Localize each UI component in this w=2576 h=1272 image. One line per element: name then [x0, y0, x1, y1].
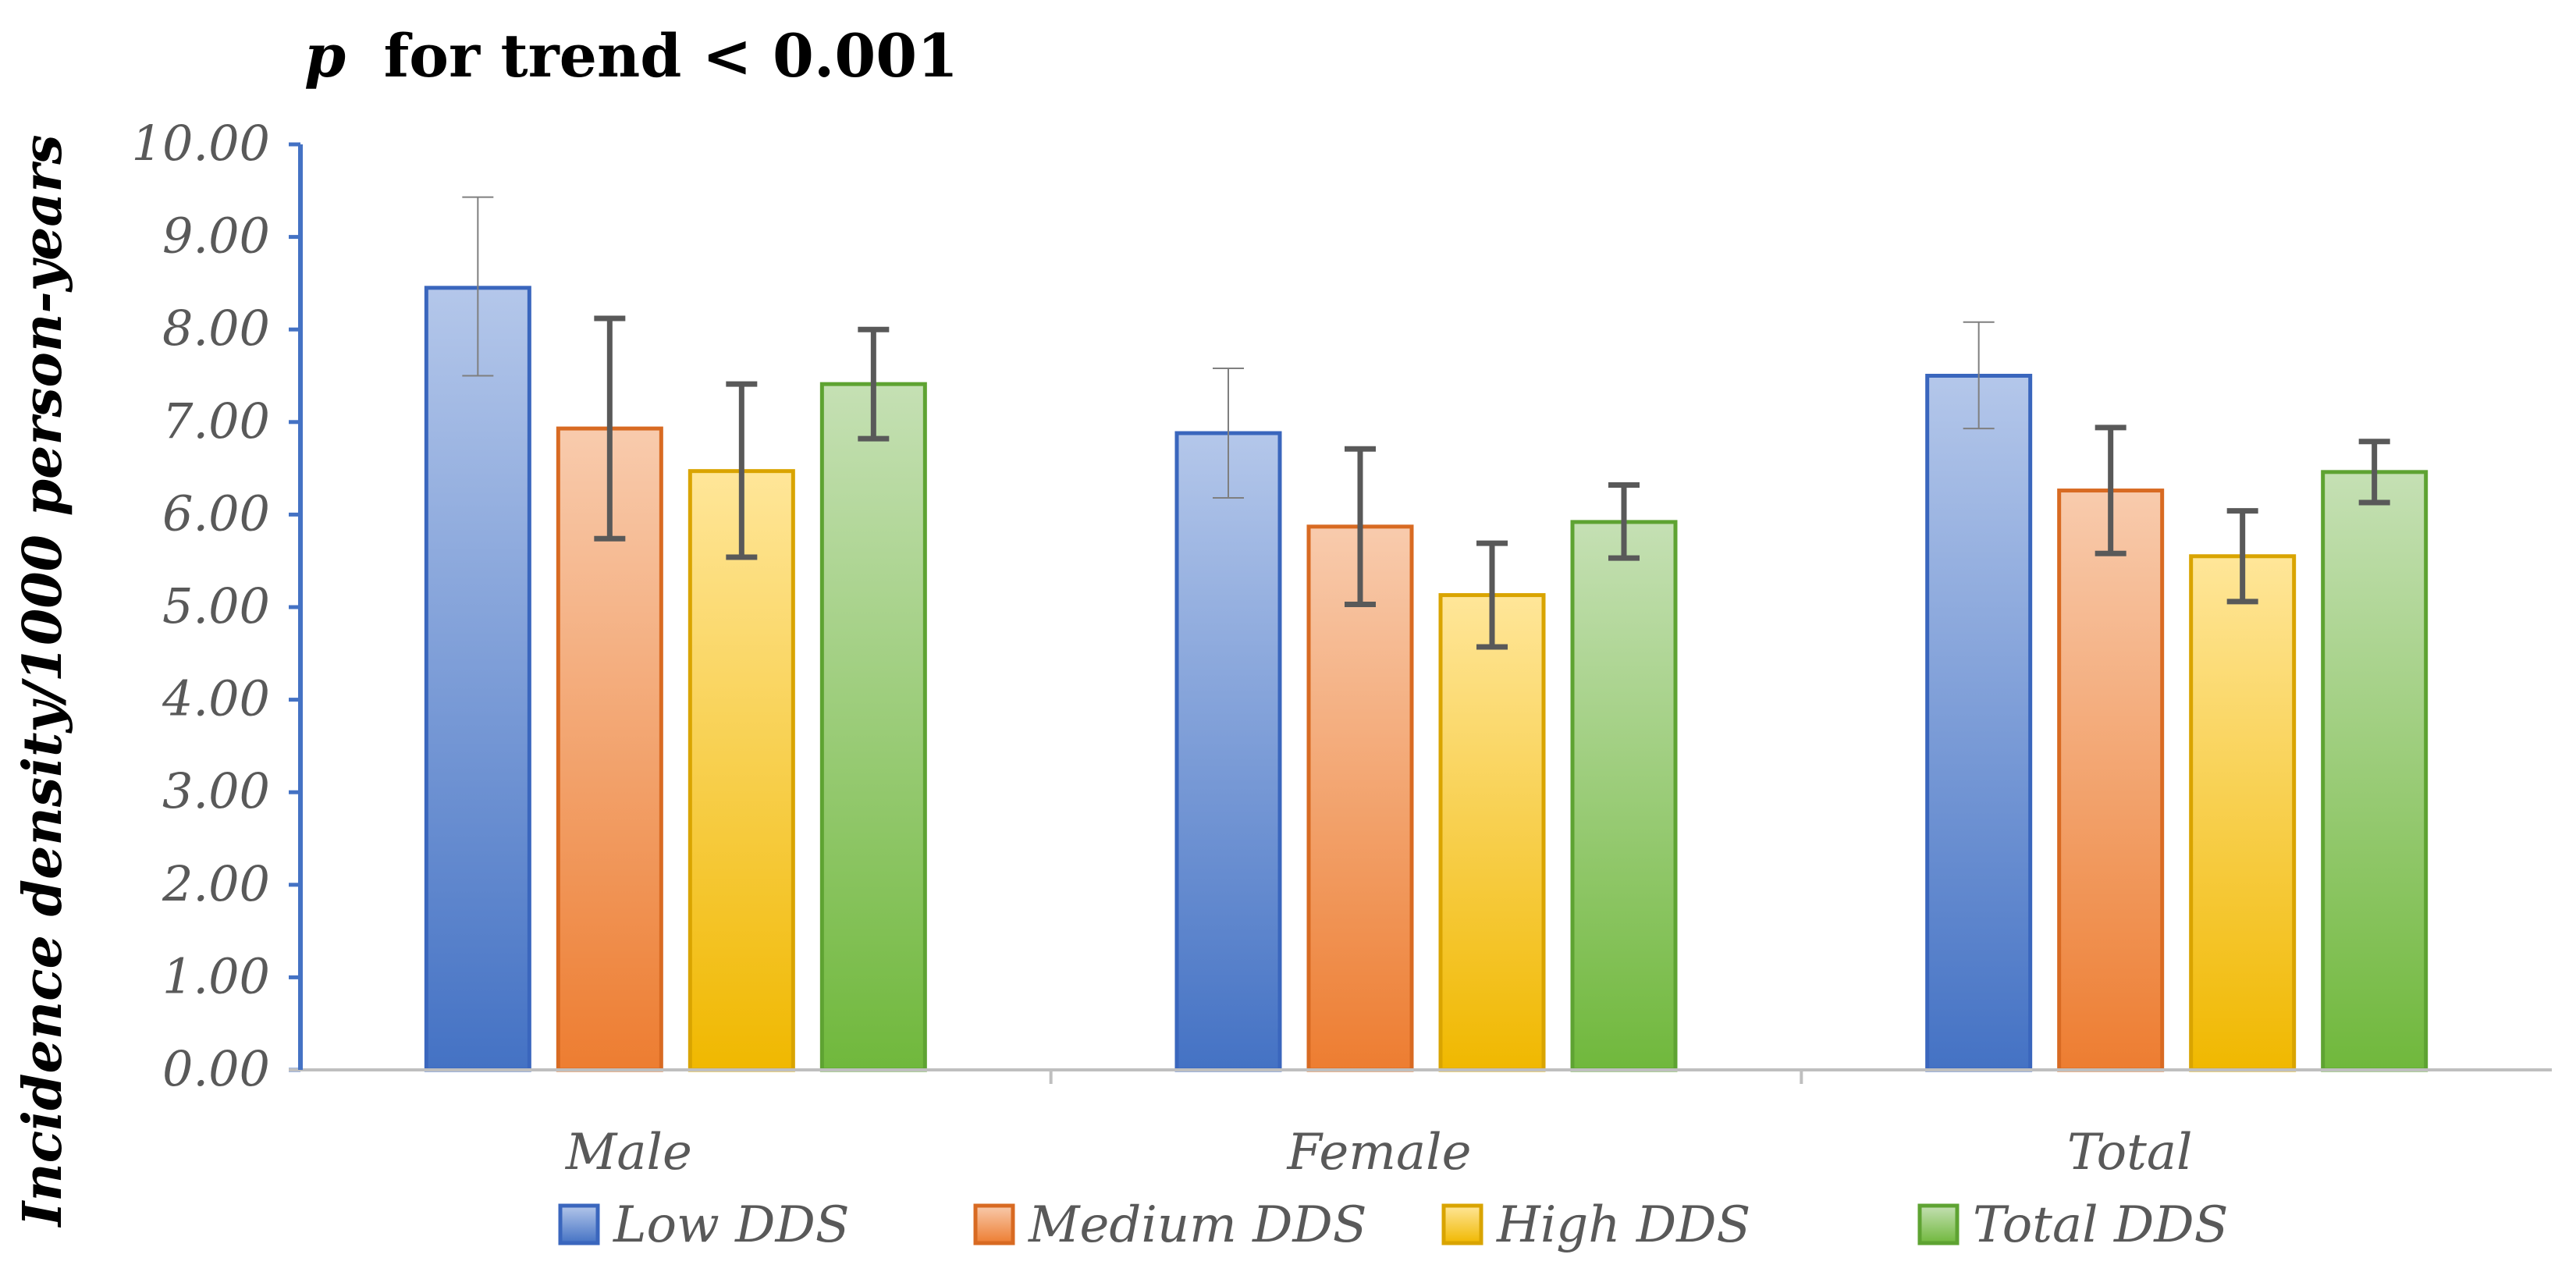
y-tick-label: 10.00	[132, 115, 271, 172]
title-p-symbol: p	[304, 21, 346, 91]
y-tick-label: 2.00	[162, 855, 270, 912]
legend-swatch-total-dds	[1917, 1203, 1960, 1245]
category-label-total: Total	[2067, 1124, 2193, 1181]
bar-high-dds-female	[1438, 593, 1546, 1072]
y-tick-label: 7.00	[162, 393, 270, 449]
legend: Low DDS Medium DDS High DDS Total DDS	[558, 1196, 2228, 1254]
legend-label-high-dds: High DDS	[1496, 1196, 1750, 1254]
y-axis-label: Incidence density/1000 person-years	[12, 134, 74, 1228]
bar-high-dds-total	[2189, 554, 2297, 1072]
category-label-female: Female	[1287, 1124, 1472, 1181]
bar-total-dds-male	[819, 382, 927, 1072]
y-tick-label: 1.00	[162, 947, 270, 1004]
bar-low-dds-female	[1174, 431, 1282, 1072]
bar-total-dds-total	[2321, 470, 2429, 1072]
y-tick-label: 3.00	[162, 762, 270, 819]
bar-medium-dds-total	[2057, 489, 2165, 1072]
legend-label-total-dds: Total DDS	[1973, 1196, 2228, 1254]
legend-swatch-medium-dds	[973, 1203, 1015, 1245]
category-label-male: Male	[565, 1124, 692, 1181]
bar-low-dds-male	[424, 286, 531, 1072]
bar-total-dds-female	[1570, 520, 1678, 1072]
y-tick-label: 4.00	[162, 670, 270, 727]
y-tick-label: 0.00	[162, 1040, 270, 1097]
y-tick-label: 6.00	[162, 485, 270, 542]
legend-swatch-high-dds	[1441, 1203, 1483, 1245]
legend-label-medium-dds: Medium DDS	[1028, 1196, 1367, 1254]
bar-medium-dds-female	[1306, 524, 1414, 1072]
legend-swatch-low-dds	[558, 1203, 600, 1245]
title-trend-text: for trend < 0.001	[384, 21, 958, 91]
bar-medium-dds-male	[556, 426, 663, 1072]
y-tick-label: 5.00	[162, 577, 270, 634]
y-tick-label: 9.00	[162, 208, 270, 265]
chart-title: p for trend < 0.001	[304, 21, 958, 91]
legend-label-low-dds: Low DDS	[613, 1196, 850, 1254]
bar-low-dds-total	[1925, 374, 2033, 1072]
y-tick-label: 8.00	[162, 300, 270, 357]
bar-high-dds-male	[688, 469, 795, 1072]
